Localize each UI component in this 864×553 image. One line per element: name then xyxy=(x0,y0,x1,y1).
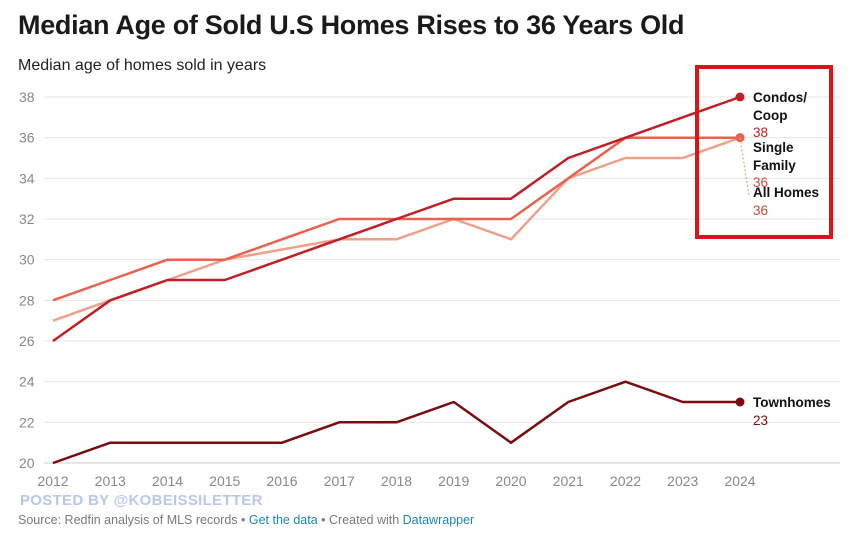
series-labels: All Homes36SingleFamily36Condos/Coop38To… xyxy=(739,90,831,428)
label-leader-line xyxy=(739,137,750,197)
x-tick-label: 2019 xyxy=(438,473,469,489)
series-lines xyxy=(52,92,745,465)
gridlines xyxy=(44,96,840,464)
x-tick-label: 2015 xyxy=(209,473,240,489)
x-tick-label: 2024 xyxy=(724,473,755,489)
x-tick-label: 2014 xyxy=(152,473,183,489)
y-tick-label: 20 xyxy=(19,455,35,471)
datawrapper-link[interactable]: Datawrapper xyxy=(402,513,475,527)
x-tick-label: 2022 xyxy=(610,473,641,489)
x-tick-label: 2020 xyxy=(495,473,526,489)
series-label-value: 36 xyxy=(753,175,768,190)
source-text: Source: Redfin analysis of MLS records xyxy=(18,513,238,527)
get-data-link[interactable]: Get the data xyxy=(248,513,318,527)
y-tick-label: 24 xyxy=(19,374,35,390)
series-label-name: Townhomes xyxy=(753,395,831,410)
x-tick-label: 2012 xyxy=(37,473,68,489)
x-tick-label: 2016 xyxy=(266,473,297,489)
series-label-name: Single xyxy=(753,140,794,155)
y-tick-label: 36 xyxy=(19,130,35,146)
y-tick-label: 26 xyxy=(19,333,35,349)
series-label-name: Family xyxy=(753,158,796,173)
highlight-box xyxy=(695,65,833,239)
chart-title: Median Age of Sold U.S Homes Rises to 36… xyxy=(18,10,685,40)
y-tick-label: 32 xyxy=(19,211,35,227)
endpoint-townhomes xyxy=(735,397,745,407)
series-line-townhomes xyxy=(52,380,740,465)
series-line-all-homes xyxy=(52,136,741,322)
chart-subtitle: Median age of homes sold in years xyxy=(18,57,267,74)
y-tick-label: 28 xyxy=(19,292,35,308)
x-tick-label: 2017 xyxy=(324,473,355,489)
footer: Source: Redfin analysis of MLS records •… xyxy=(18,513,474,527)
series-label-name: Condos/ xyxy=(753,90,807,105)
y-tick-label: 38 xyxy=(19,89,35,105)
x-tick-label: 2018 xyxy=(381,473,412,489)
x-tick-label: 2013 xyxy=(95,473,126,489)
x-axis-ticks: 2012 2013 2014 2015 2016 2017 2018 2019 2020 2021… xyxy=(37,473,755,489)
y-tick-label: 22 xyxy=(19,414,35,430)
separator: • xyxy=(237,513,249,527)
x-tick-label: 2023 xyxy=(667,473,698,489)
series-label-name: Coop xyxy=(753,108,788,123)
x-tick-label: 2021 xyxy=(553,473,584,489)
series-label-value: 38 xyxy=(753,125,768,140)
y-tick-label: 30 xyxy=(19,252,35,268)
separator: • Created with xyxy=(317,513,403,527)
series-line-condos-coop xyxy=(52,95,741,343)
series-label-name: All Homes xyxy=(753,185,819,200)
y-axis-ticks: 20 22 24 26 28 30 32 34 36 38 xyxy=(19,89,35,471)
series-label-value: 36 xyxy=(753,203,768,218)
endpoint-condos-coop xyxy=(735,92,745,102)
watermark: POSTED BY @KOBEISSILETTER xyxy=(20,492,263,509)
y-tick-label: 34 xyxy=(19,170,35,186)
series-label-value: 23 xyxy=(753,413,768,428)
